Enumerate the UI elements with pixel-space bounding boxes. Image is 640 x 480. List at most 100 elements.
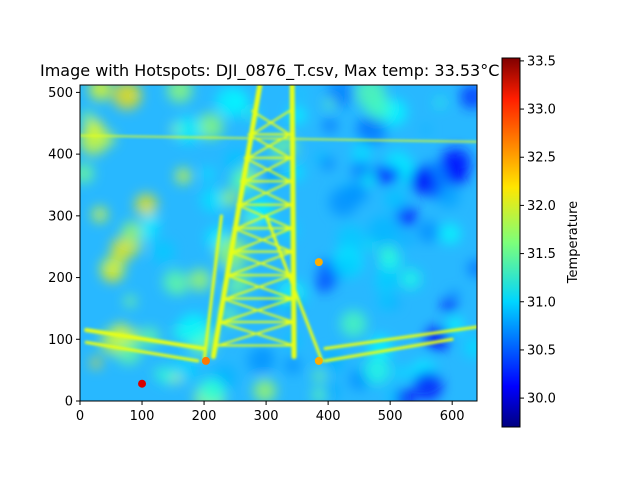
texture-blob (374, 269, 398, 293)
colorbar-tick-label: 33.0 (527, 103, 556, 118)
texture-blob (434, 97, 446, 108)
texture-blob (322, 118, 338, 133)
texture-blob (395, 388, 416, 401)
tower-member (243, 156, 292, 183)
texture-blob (372, 164, 394, 185)
texture-blob (221, 189, 239, 206)
tower-member (264, 214, 324, 363)
texture-blob (351, 143, 372, 164)
texture-blob (172, 374, 181, 383)
texture-blob (153, 368, 163, 378)
texture-blob (112, 85, 142, 110)
tower-member (236, 203, 293, 230)
texture-blob (197, 113, 224, 140)
texture-blob (200, 187, 226, 213)
colorbar-tick-label: 31.5 (527, 247, 556, 262)
tower-member (210, 85, 263, 360)
texture-blob (425, 325, 451, 351)
tower-member (323, 337, 454, 363)
tower-member (221, 297, 295, 323)
texture-blob (80, 126, 108, 155)
hotspot-layer (138, 258, 323, 388)
tower-member (228, 250, 294, 277)
texture-blob (174, 116, 202, 144)
texture-blob (175, 283, 186, 295)
y-axis: 0 100 200 300 400 500 (48, 86, 80, 410)
texture-blob (439, 223, 461, 245)
colorbar-tick-label: 30.5 (527, 343, 556, 358)
tower-member (84, 340, 200, 363)
texture-blob (124, 295, 137, 308)
texture-blob (337, 225, 366, 254)
x-tick-label: 100 (130, 409, 155, 424)
tower-member (217, 321, 295, 347)
hotspot-marker (138, 379, 147, 388)
tower-member (202, 214, 223, 363)
thermal-heatmap (80, 85, 477, 401)
texture-blob (467, 259, 477, 278)
texture-blob (324, 98, 335, 109)
tower-member (84, 328, 207, 351)
texture-blob (441, 298, 457, 314)
texture-blob (332, 246, 364, 278)
tower-member (289, 85, 297, 360)
colorbar: 30.0 30.5 31.0 31.5 32.0 32.5 33.0 33.5 Tempera… (501, 54, 581, 428)
x-axis: 0 100 200 300 400 500 600 (76, 401, 465, 424)
texture-blob (400, 268, 421, 290)
texture-blob (284, 357, 302, 375)
texture-blob (367, 215, 400, 248)
tower-member (239, 180, 292, 206)
texture-blob (340, 310, 367, 337)
y-tick-label: 0 (65, 395, 73, 410)
y-tick-label: 400 (48, 148, 73, 163)
texture-blob (364, 95, 391, 121)
colorbar-tick-label: 32.0 (527, 199, 556, 214)
tower-structure (80, 85, 477, 363)
texture-blob (215, 86, 247, 118)
texture-blob (412, 370, 443, 401)
y-tick-label: 300 (48, 209, 73, 224)
x-tick-label: 0 (76, 409, 84, 424)
hotspot-marker (314, 356, 323, 365)
chart-title: Image with Hotspots: DJI_0876_T.csv, Max… (40, 61, 499, 81)
texture-blob (134, 193, 158, 217)
texture-blob (106, 271, 117, 282)
texture-blob (460, 85, 477, 109)
colorbar-gradient (501, 57, 521, 428)
texture-blob (320, 349, 345, 374)
y-tick-label: 200 (48, 271, 73, 286)
texture-blob (380, 245, 396, 260)
texture-blob (297, 89, 306, 98)
texture-blob (312, 387, 327, 401)
texture-blob (440, 147, 472, 179)
texture-blob (80, 163, 94, 184)
colorbar-tick-label: 32.5 (527, 151, 556, 166)
hotspot-marker (201, 356, 210, 365)
texture-blob (224, 149, 248, 173)
tower-member (251, 109, 291, 136)
texture-blob (110, 237, 135, 262)
texture-blob (361, 117, 374, 130)
tower-member (80, 134, 477, 143)
texture-blob (201, 167, 215, 181)
texture-blob (346, 182, 369, 204)
texture-blob (253, 379, 277, 401)
texture-blob (449, 290, 460, 301)
texture-blob (141, 214, 160, 234)
texture-blob (175, 168, 192, 184)
colorbar-tick-label: 33.5 (527, 54, 556, 69)
texture-blob (92, 207, 108, 223)
texture-blob (100, 257, 125, 282)
texture-blob (133, 242, 143, 252)
plot-frame (79, 84, 478, 402)
texture-blob (417, 220, 440, 243)
texture-blob (363, 357, 391, 385)
texture-blob (463, 336, 477, 359)
x-tick-label: 400 (316, 409, 341, 424)
texture-blob (199, 377, 226, 401)
texture-blob (394, 365, 409, 380)
texture-blob (421, 125, 431, 134)
tower-member (232, 227, 293, 253)
texture-blob (409, 167, 436, 195)
